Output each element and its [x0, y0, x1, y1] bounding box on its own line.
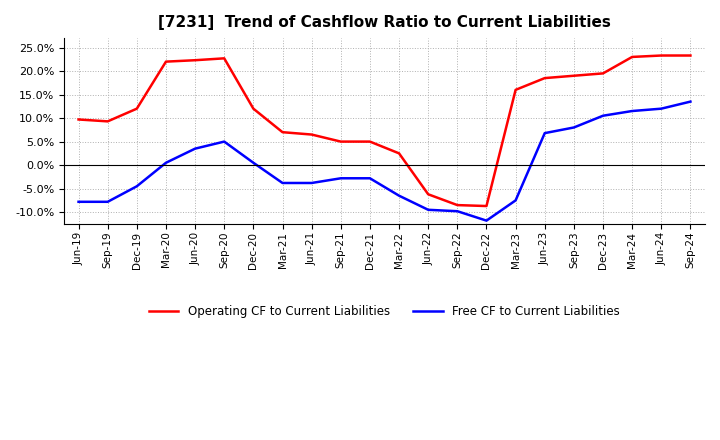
Operating CF to Current Liabilities — [628, 54, 636, 59]
Operating CF to Current Liabilities — [541, 75, 549, 81]
Free CF to Current Liabilities — [249, 160, 258, 165]
Free CF to Current Liabilities — [482, 218, 491, 223]
Operating CF to Current Liabilities — [278, 129, 287, 135]
Free CF to Current Liabilities — [395, 193, 403, 198]
Free CF to Current Liabilities — [599, 113, 608, 118]
Operating CF to Current Liabilities — [686, 53, 695, 58]
Operating CF to Current Liabilities — [307, 132, 316, 137]
Operating CF to Current Liabilities — [511, 87, 520, 92]
Operating CF to Current Liabilities — [570, 73, 578, 78]
Operating CF to Current Liabilities — [453, 202, 462, 208]
Operating CF to Current Liabilities — [657, 53, 665, 58]
Operating CF to Current Liabilities — [104, 119, 112, 124]
Free CF to Current Liabilities — [686, 99, 695, 104]
Line: Free CF to Current Liabilities: Free CF to Current Liabilities — [78, 102, 690, 220]
Operating CF to Current Liabilities — [482, 203, 491, 209]
Operating CF to Current Liabilities — [366, 139, 374, 144]
Free CF to Current Liabilities — [657, 106, 665, 111]
Free CF to Current Liabilities — [511, 198, 520, 203]
Free CF to Current Liabilities — [132, 183, 141, 189]
Operating CF to Current Liabilities — [336, 139, 345, 144]
Operating CF to Current Liabilities — [249, 106, 258, 111]
Free CF to Current Liabilities — [191, 146, 199, 151]
Operating CF to Current Liabilities — [395, 151, 403, 156]
Free CF to Current Liabilities — [104, 199, 112, 205]
Free CF to Current Liabilities — [424, 207, 433, 213]
Free CF to Current Liabilities — [541, 131, 549, 136]
Operating CF to Current Liabilities — [424, 192, 433, 197]
Free CF to Current Liabilities — [278, 180, 287, 186]
Operating CF to Current Liabilities — [161, 59, 170, 64]
Free CF to Current Liabilities — [628, 108, 636, 114]
Operating CF to Current Liabilities — [191, 58, 199, 63]
Free CF to Current Liabilities — [161, 160, 170, 165]
Operating CF to Current Liabilities — [220, 56, 228, 61]
Free CF to Current Liabilities — [366, 176, 374, 181]
Operating CF to Current Liabilities — [132, 106, 141, 111]
Title: [7231]  Trend of Cashflow Ratio to Current Liabilities: [7231] Trend of Cashflow Ratio to Curren… — [158, 15, 611, 30]
Free CF to Current Liabilities — [570, 125, 578, 130]
Legend: Operating CF to Current Liabilities, Free CF to Current Liabilities: Operating CF to Current Liabilities, Fre… — [144, 301, 625, 323]
Free CF to Current Liabilities — [220, 139, 228, 144]
Free CF to Current Liabilities — [336, 176, 345, 181]
Free CF to Current Liabilities — [453, 209, 462, 214]
Free CF to Current Liabilities — [307, 180, 316, 186]
Operating CF to Current Liabilities — [599, 71, 608, 76]
Operating CF to Current Liabilities — [74, 117, 83, 122]
Free CF to Current Liabilities — [74, 199, 83, 205]
Line: Operating CF to Current Liabilities: Operating CF to Current Liabilities — [78, 55, 690, 206]
